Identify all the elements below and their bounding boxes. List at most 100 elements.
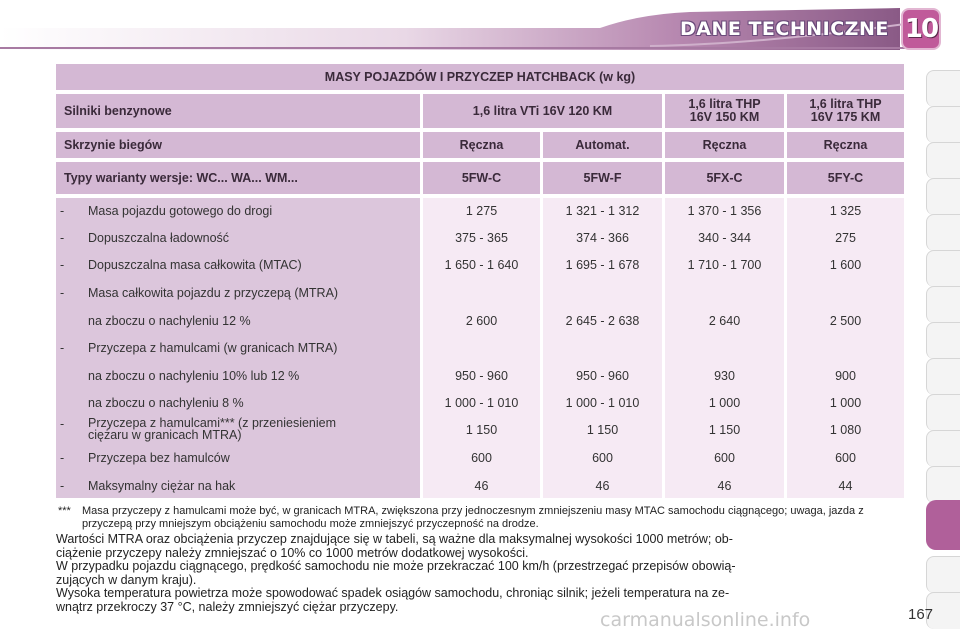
row-dash: - [60,451,65,465]
cell-value: 900 [835,369,856,383]
cell-value: 1 000 - 1 010 [444,396,519,410]
gearbox-header: Automat. [543,132,662,158]
row-dash: - [60,341,65,355]
chapter-tab[interactable] [926,178,960,215]
chapter-tab[interactable] [926,556,960,593]
cell-value: 1 600 [829,258,862,272]
cell-value: 1 650 - 1 640 [444,258,519,272]
cell-value: 600 [835,451,856,465]
engine-header: 1,6 litra VTi 16V 120 KM [423,94,662,128]
chapter-tab[interactable] [926,322,960,359]
chapter-number-badge: 10 [901,8,941,50]
gearbox-header: Ręczna [787,132,904,158]
gearbox-label: Skrzynie biegów [56,132,420,158]
gearbox-header: Ręczna [423,132,540,158]
row-label: Maksymalny ciężar na hak [88,479,236,493]
chapter-tab[interactable] [926,592,960,629]
chapter-tab[interactable] [926,394,960,431]
chapter-tab[interactable] [926,214,960,251]
cell-value: 46 [595,479,610,493]
page-number: 167 [908,606,934,623]
footnote-mark: *** [58,505,71,517]
chapter-tab-active[interactable] [926,500,960,550]
paragraph-line: ciążenie przyczepy należy zmniejszać o 1… [56,545,529,560]
chapter-tab[interactable] [926,106,960,143]
cell-value: 1 695 - 1 678 [565,258,640,272]
cell-value: 1 150 [465,423,498,437]
chapter-tab[interactable] [926,430,960,467]
cell-value: 1 150 [708,423,741,437]
cell-value: 1 150 [586,423,619,437]
cell-value: 1 000 - 1 010 [565,396,640,410]
row-dash: - [60,417,65,431]
chapter-title: DANE TECHNICZNE [680,18,889,40]
cell-value: 1 000 [708,396,741,410]
footnote-text: Masa przyczepy z hamulcami może być, w g… [82,505,864,530]
paragraph-line: W przypadku pojazdu ciągnącego, prędkość… [56,559,736,573]
data-column [423,198,540,498]
paragraph-line: Wysoka temperatura powietrza może spowod… [56,586,730,600]
row-labels-column [56,198,420,498]
row-dash: - [60,204,65,218]
cell-value: 1 275 [465,204,498,218]
header-banner [0,8,906,50]
cell-value: 275 [835,231,856,245]
chapter-tab[interactable] [926,142,960,179]
table-title: MASY POJAZDÓW I PRZYCZEP HATCHBACK (w kg… [56,64,904,90]
type-header: 5FY-C [787,162,904,194]
cell-value: 1 321 - 1 312 [565,204,640,218]
data-column [543,198,662,498]
row-label: na zboczu o nachyleniu 8 % [88,396,244,410]
engine-header: 1,6 litra THP 16V 150 KM [665,94,784,128]
paragraph-line: zujących w danym kraju). [56,572,197,587]
cell-value: 374 - 366 [576,231,629,245]
cell-value: 1 080 [829,423,862,437]
cell-value: 46 [474,479,489,493]
paragraph-line: wnątrz przekroczy 37 °C, należy zmniejsz… [56,599,399,614]
row-label: Przyczepa bez hamulców [88,451,230,465]
cell-value: 950 - 960 [455,369,508,383]
cell-value: 2 500 [829,314,862,328]
cell-value: 2 600 [465,314,498,328]
page-header: DANE TECHNICZNE 10 [0,0,960,55]
cell-value: 2 640 [708,314,741,328]
chapter-tab[interactable] [926,286,960,323]
chapter-tab[interactable] [926,70,960,107]
row-label: Masa całkowita pojazdu z przyczepą (MTRA… [88,286,339,300]
engine-header: 1,6 litra THP 16V 175 KM [787,94,904,128]
cell-value: 600 [471,451,492,465]
cell-value: 1 325 [829,204,862,218]
paragraph-line: Wartości MTRA oraz obciążenia przyczep z… [56,532,733,546]
cell-value: 600 [592,451,613,465]
cell-value: 46 [717,479,732,493]
row-dash: - [60,286,65,300]
type-header: 5FW-C [423,162,540,194]
type-header: 5FW-F [543,162,662,194]
cell-value: 1 370 - 1 356 [687,204,762,218]
cell-value: 1 710 - 1 700 [687,258,762,272]
row-label: na zboczu o nachyleniu 12 % [88,314,251,328]
row-dash: - [60,258,65,272]
gearbox-header: Ręczna [665,132,784,158]
row-dash: - [60,231,65,245]
row-dash: - [60,479,65,493]
chapter-tab[interactable] [926,466,960,503]
cell-value: 2 645 - 2 638 [565,314,640,328]
type-header: 5FX-C [665,162,784,194]
cell-value: 950 - 960 [576,369,629,383]
cell-value: 1 000 [829,396,862,410]
row-label: na zboczu o nachyleniu 10% lub 12 % [88,369,300,383]
watermark: carmanualsonline.info [600,609,811,631]
row-label: Przyczepa z hamulcami (w granicach MTRA) [88,341,338,355]
cell-value: 340 - 344 [698,231,751,245]
chapter-tab[interactable] [926,250,960,287]
row-label: Przyczepa z hamulcami*** (z przeniesieni… [88,416,337,442]
row-label: Dopuszczalna masa całkowita (MTAC) [88,258,302,272]
body-paragraph: Wartości MTRA oraz obciążenia przyczep z… [56,532,906,614]
cell-value: 44 [838,479,853,493]
row-label: Dopuszczalna ładowność [88,231,230,245]
data-column [665,198,784,498]
cell-value: 930 [714,369,735,383]
chapter-tab[interactable] [926,358,960,395]
cell-value: 375 - 365 [455,231,508,245]
